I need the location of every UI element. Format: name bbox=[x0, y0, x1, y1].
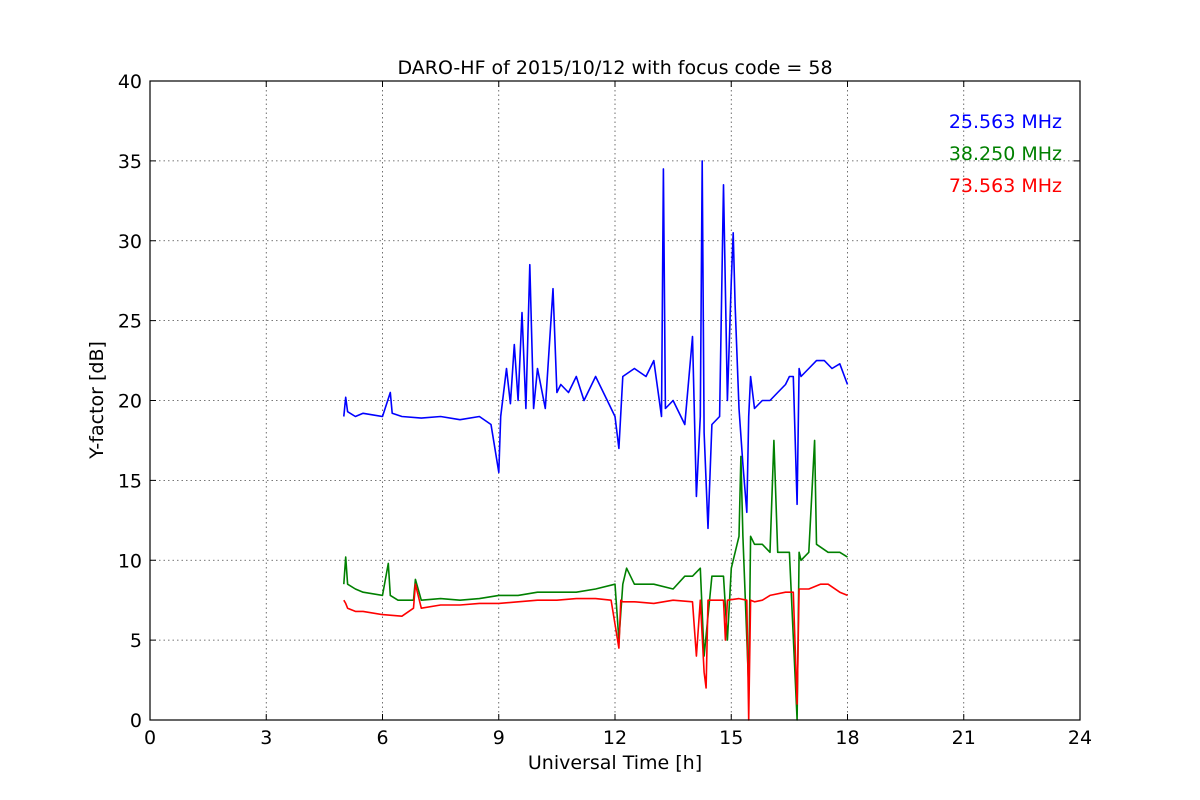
y-tick-label: 30 bbox=[118, 231, 142, 253]
y-tick-label: 10 bbox=[118, 550, 142, 572]
series-line-3 bbox=[343, 583, 848, 721]
x-tick-label: 15 bbox=[719, 727, 743, 749]
grid bbox=[150, 81, 1080, 720]
y-tick-label: 40 bbox=[118, 71, 142, 93]
y-axis-title: Y-factor [dB] bbox=[86, 341, 108, 460]
y-tick-label: 25 bbox=[118, 311, 142, 333]
legend-entry-3: 73.563 MHz bbox=[949, 175, 1062, 197]
series-layer bbox=[343, 160, 849, 721]
legend: 25.563 MHz 38.250 MHz 73.563 MHz bbox=[949, 111, 1062, 197]
legend-entry-1: 25.563 MHz bbox=[949, 111, 1062, 133]
x-axis-title: Universal Time [h] bbox=[528, 752, 702, 774]
y-tick-label: 0 bbox=[130, 710, 142, 732]
x-tick-label: 0 bbox=[144, 727, 156, 749]
y-tick-label: 20 bbox=[118, 391, 142, 413]
y-tick-label: 5 bbox=[130, 630, 142, 652]
x-tick-label: 18 bbox=[835, 727, 859, 749]
x-tick-label: 24 bbox=[1068, 727, 1092, 749]
chart-title: DARO-HF of 2015/10/12 with focus code = … bbox=[397, 57, 832, 79]
y-tick-label: 35 bbox=[118, 151, 142, 173]
ticks bbox=[149, 80, 1081, 721]
x-tick-label: 9 bbox=[493, 727, 505, 749]
series-line-1 bbox=[343, 160, 849, 530]
x-tick-label: 21 bbox=[952, 727, 976, 749]
x-tick-label: 3 bbox=[260, 727, 272, 749]
y-tick-label: 15 bbox=[118, 470, 142, 492]
x-tick-label: 6 bbox=[376, 727, 388, 749]
legend-entry-2: 38.250 MHz bbox=[949, 143, 1062, 165]
x-tick-label: 12 bbox=[603, 727, 627, 749]
tick-labels: 0 3 6 9 12 15 18 21 24 0 5 10 15 20 25 30 35 40 bbox=[118, 71, 1092, 749]
